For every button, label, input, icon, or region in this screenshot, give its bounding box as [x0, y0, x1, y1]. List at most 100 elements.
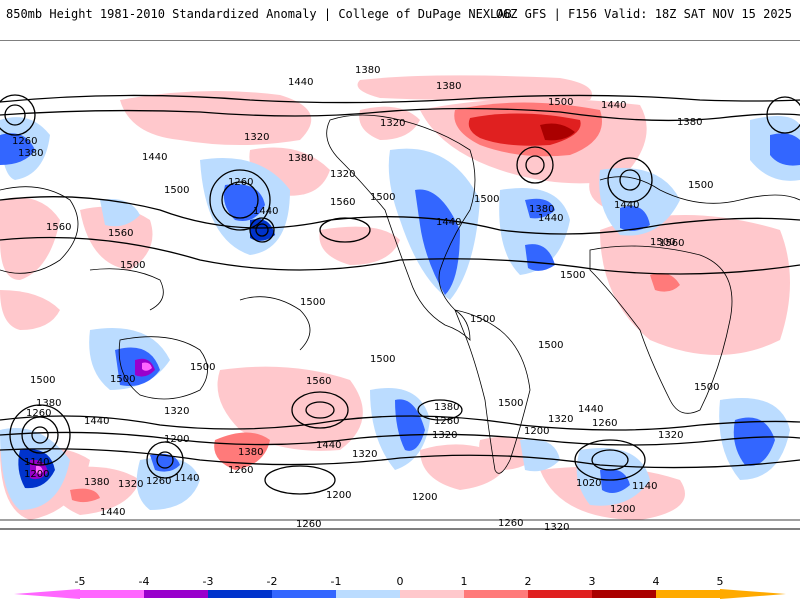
contour-label: 1320: [432, 430, 457, 441]
colorbar-tick-label: -3: [203, 575, 214, 588]
contour-label: 1260: [146, 476, 171, 487]
contour-label: 1560: [330, 197, 355, 208]
contour-label: 1500: [498, 398, 523, 409]
contour-label: 1380: [436, 81, 461, 92]
contour-label: 1260: [228, 177, 253, 188]
coastlines: [0, 114, 800, 521]
contour-label: 1440: [288, 77, 313, 88]
contour-label: 1200: [524, 426, 549, 437]
height-contours: [0, 94, 800, 495]
colorbar-tick-label: -4: [139, 575, 150, 588]
contour-label: 1560: [108, 228, 133, 239]
contour-label: 1260: [228, 465, 253, 476]
contour-label: 1380: [529, 204, 554, 215]
colorbar-tick-label: 4: [653, 575, 660, 588]
colorbar-swatch: [272, 590, 336, 598]
colorbar-tick-label: 2: [525, 575, 532, 588]
contour-label: 1500: [538, 340, 563, 351]
contour-label: 1380: [84, 477, 109, 488]
colorbar-swatch: [336, 590, 400, 598]
contour-label: 1380: [36, 398, 61, 409]
strong-positive-anomaly: [70, 102, 680, 503]
contour-label: 1440: [316, 440, 341, 451]
contour-label: 1500: [120, 260, 145, 271]
contour-label: 1500: [164, 185, 189, 196]
contour-label: 1140: [174, 473, 199, 484]
contour-label: 1500: [190, 362, 215, 373]
contour-label: 1380: [18, 148, 43, 159]
contour-label: 1500: [110, 374, 135, 385]
colorbar-tick-label: 5: [717, 575, 724, 588]
colorbar-left-arrow: [14, 589, 80, 599]
contour-label: 1440: [100, 507, 125, 518]
contour-label: 1500: [470, 314, 495, 325]
contour-label: 1260: [26, 408, 51, 419]
colorbar-swatch: [144, 590, 208, 598]
colorbar-swatch: [80, 590, 144, 598]
colorbar-swatch: [208, 590, 272, 598]
contour-label: 1500: [474, 194, 499, 205]
contour-label: 1440: [436, 217, 461, 228]
contour-label: 1500: [370, 192, 395, 203]
contour-label: 1200: [412, 492, 437, 503]
colorbar-swatch: [656, 590, 720, 598]
contour-label: 1500: [30, 375, 55, 386]
contour-label: 1320: [118, 479, 143, 490]
colorbar-tick-label: 1: [461, 575, 468, 588]
colorbar-tick-label: -5: [75, 575, 86, 588]
contour-label: 1440: [142, 152, 167, 163]
contour-label: 1440: [614, 200, 639, 211]
contour-label: 1320: [548, 414, 573, 425]
contour-label: 1320: [352, 449, 377, 460]
contour-label: 1380: [355, 65, 380, 76]
contour-label: 1380: [677, 117, 702, 128]
contour-label: 1320: [164, 406, 189, 417]
contour-label: 1440: [601, 100, 626, 111]
contour-label: 1440: [253, 206, 278, 217]
contour-label: 1440: [84, 416, 109, 427]
map-header: 850mb Height 1981-2010 Standardized Anom…: [0, 0, 800, 28]
contour-label: 1260: [12, 136, 37, 147]
colorbar-swatch: [592, 590, 656, 598]
contour-label: 1500: [650, 237, 675, 248]
contour-label: 1440: [538, 213, 563, 224]
contour-label: 1560: [659, 238, 684, 249]
colorbar-swatch: [400, 590, 464, 598]
colorbar-tick-label: -1: [331, 575, 342, 588]
contour-label: 1560: [306, 376, 331, 387]
contour-label: 1440: [578, 404, 603, 415]
contour-label: 1200: [24, 469, 49, 480]
contour-label: 1560: [46, 222, 71, 233]
contour-label: 1200: [164, 434, 189, 445]
contour-label: 1500: [560, 270, 585, 281]
colorbar-tick-label: -2: [267, 575, 278, 588]
colorbar-tick-label: 0: [397, 575, 404, 588]
colorbar-swatch: [464, 590, 528, 598]
contour-label: 1320: [330, 169, 355, 180]
model-run-info: 06Z GFS | F156 Valid: 18Z SAT NOV 15 202…: [495, 7, 792, 21]
strong-negative-anomaly: [0, 133, 800, 494]
contour-label: 1500: [300, 297, 325, 308]
contour-label: 1320: [380, 118, 405, 129]
contour-value-labels: 1380 1440 1380 1500 1440 1320 1260 1380 …: [12, 65, 719, 530]
colorbar-swatch: [528, 590, 592, 598]
contour-label: 1500: [548, 97, 573, 108]
contour-label: 1500: [694, 382, 719, 393]
colorbar-tick-label: 3: [589, 575, 596, 588]
contour-label: 1260: [296, 519, 321, 530]
contour-label: 1260: [498, 518, 523, 529]
global-anomaly-map: 1380 1440 1380 1500 1440 1320 1260 1380 …: [0, 40, 800, 530]
contour-label: 1200: [326, 490, 351, 501]
contour-label: 1500: [370, 354, 395, 365]
contour-label: 1260: [434, 416, 459, 427]
contour-label: 1020: [576, 478, 601, 489]
contour-label: 1380: [238, 447, 263, 458]
contour-label: 1320: [658, 430, 683, 441]
contour-label: 1140: [24, 457, 49, 468]
contour-label: 1260: [592, 418, 617, 429]
contour-label: 1320: [244, 132, 269, 143]
map-title: 850mb Height 1981-2010 Standardized Anom…: [6, 7, 512, 21]
anomaly-colorbar: -5 -4 -3 -2 -1 0 1 2 3 4 5: [0, 572, 800, 600]
contour-label: 1380: [288, 153, 313, 164]
colorbar-right-arrow: [720, 589, 786, 599]
